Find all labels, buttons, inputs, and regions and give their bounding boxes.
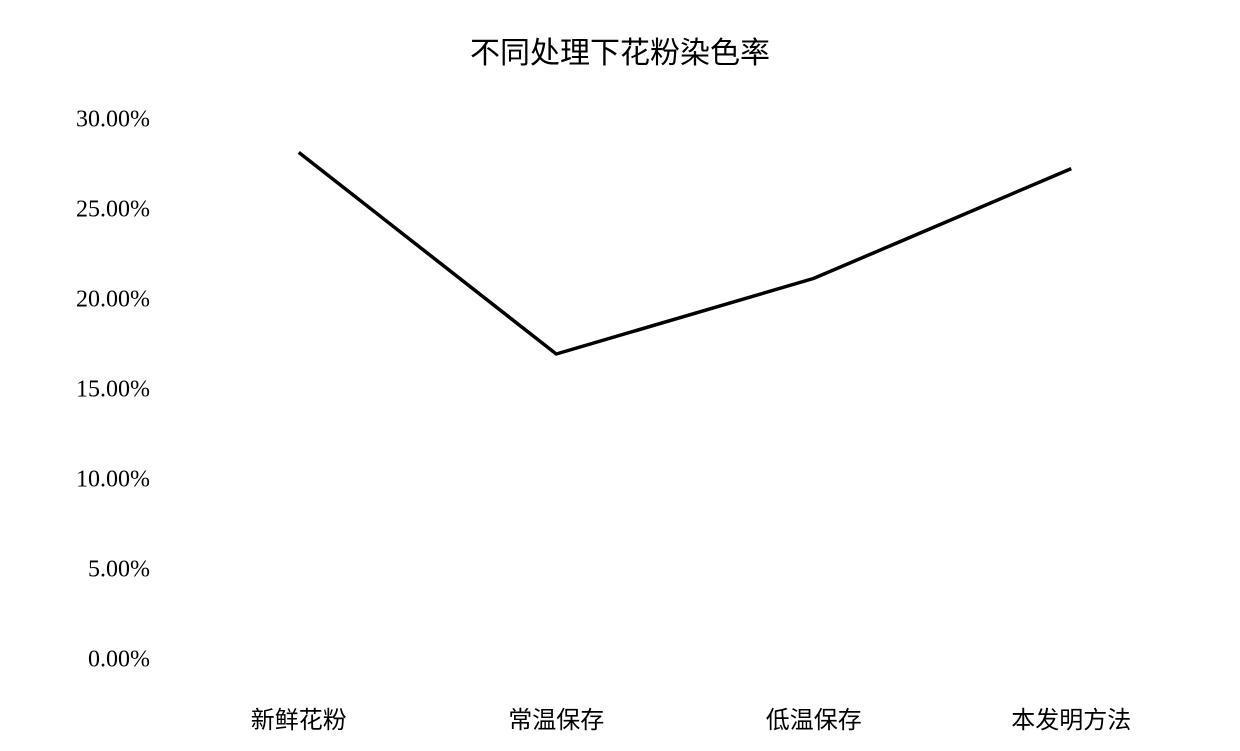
chart-container: 不同处理下花粉染色率 0.00%5.00%10.00%15.00%20.00%2… [0, 0, 1240, 751]
data-line [299, 152, 1072, 354]
line-chart-svg [0, 0, 1240, 751]
